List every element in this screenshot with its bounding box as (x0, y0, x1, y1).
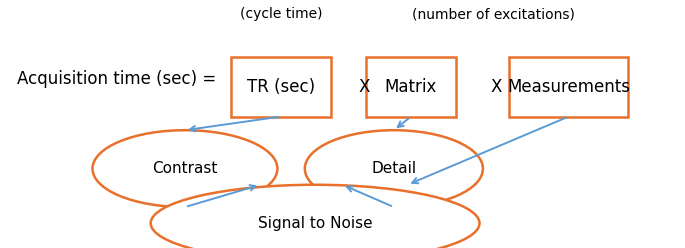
Text: Contrast: Contrast (152, 161, 218, 176)
Bar (508, 57, 628, 117)
Text: X: X (491, 78, 502, 96)
Text: Signal to Noise: Signal to Noise (258, 216, 373, 231)
Text: (number of excitations): (number of excitations) (412, 7, 575, 21)
Text: Measurements: Measurements (507, 78, 630, 96)
Bar (231, 57, 330, 117)
Text: X: X (359, 78, 370, 96)
Text: Detail: Detail (371, 161, 416, 176)
Ellipse shape (92, 130, 277, 207)
Text: TR (sec): TR (sec) (247, 78, 315, 96)
Bar (366, 57, 456, 117)
Ellipse shape (151, 185, 480, 248)
Text: Acquisition time (sec) =: Acquisition time (sec) = (17, 70, 216, 88)
Text: Matrix: Matrix (385, 78, 437, 96)
Ellipse shape (305, 130, 483, 207)
Text: (cycle time): (cycle time) (240, 7, 322, 21)
